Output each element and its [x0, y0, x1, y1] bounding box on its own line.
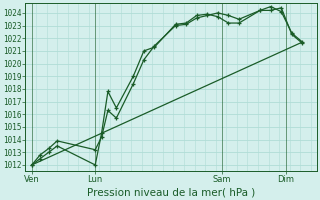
X-axis label: Pression niveau de la mer( hPa ): Pression niveau de la mer( hPa ) [87, 187, 255, 197]
